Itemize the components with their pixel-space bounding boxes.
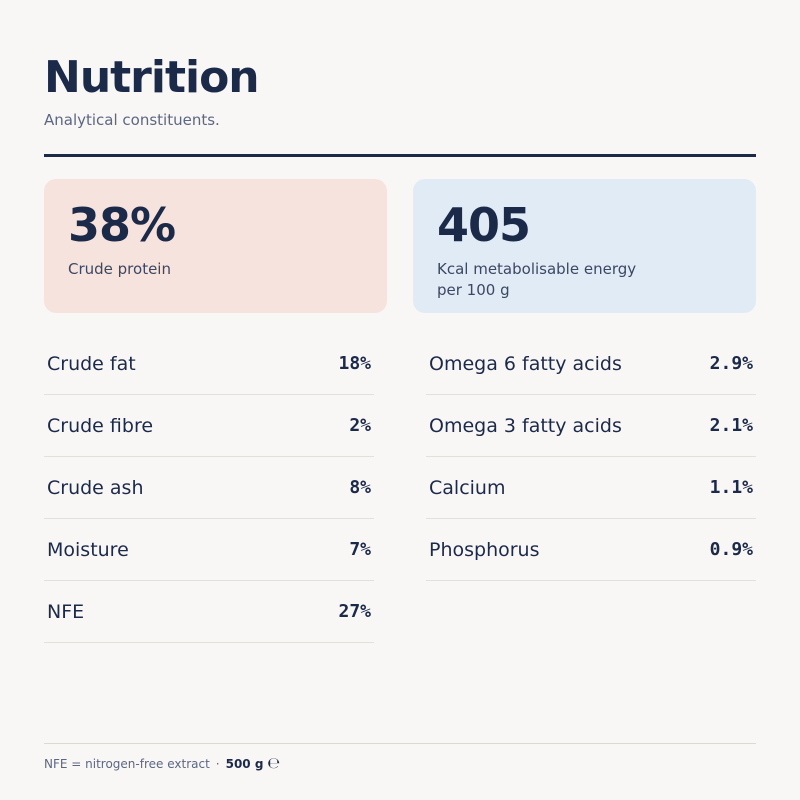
constituent-value: 2.1% xyxy=(709,415,753,436)
footer-separator: · xyxy=(215,757,220,771)
constituent-row: Crude fat 18% xyxy=(44,333,374,395)
constituent-row: NFE 27% xyxy=(44,581,374,643)
constituent-label: Omega 6 fatty acids xyxy=(429,352,622,375)
energy-label-line2: per 100 g xyxy=(437,281,510,299)
constituent-label: Calcium xyxy=(429,476,506,499)
header-divider xyxy=(44,154,756,157)
constituent-row: Calcium 1.1% xyxy=(426,457,756,519)
constituent-label: Crude ash xyxy=(47,476,144,499)
footer: NFE = nitrogen-free extract · 500 g ℮ xyxy=(44,754,280,773)
energy-value: 405 xyxy=(437,198,531,252)
constituent-value: 8% xyxy=(349,477,371,498)
constituent-value: 2% xyxy=(349,415,371,436)
constituent-label: Moisture xyxy=(47,538,129,561)
constituent-label: Crude fat xyxy=(47,352,136,375)
constituent-value: 27% xyxy=(338,601,371,622)
constituent-value: 2.9% xyxy=(709,353,753,374)
estimated-sign-icon: ℮ xyxy=(267,754,281,772)
constituent-value: 7% xyxy=(349,539,371,560)
constituent-label: Crude fibre xyxy=(47,414,154,437)
constituent-row: Moisture 7% xyxy=(44,519,374,581)
footer-divider xyxy=(44,743,756,744)
constituent-value: 0.9% xyxy=(709,539,753,560)
protein-value: 38% xyxy=(68,198,176,252)
constituent-value: 1.1% xyxy=(709,477,753,498)
constituent-value: 18% xyxy=(338,353,371,374)
constituent-row: Phosphorus 0.9% xyxy=(426,519,756,581)
constituent-row: Omega 6 fatty acids 2.9% xyxy=(426,333,756,395)
page-title: Nutrition xyxy=(44,52,260,103)
right-constituents-list: Omega 6 fatty acids 2.9% Omega 3 fatty a… xyxy=(426,333,756,581)
constituent-label: Phosphorus xyxy=(429,538,540,561)
constituent-row: Omega 3 fatty acids 2.1% xyxy=(426,395,756,457)
net-weight: 500 g xyxy=(225,757,264,771)
energy-card: 405 Kcal metabolisable energy per 100 g xyxy=(413,179,756,313)
constituent-row: Crude fibre 2% xyxy=(44,395,374,457)
constituent-label: NFE xyxy=(47,600,85,623)
protein-card: 38% Crude protein xyxy=(44,179,387,313)
left-constituents-list: Crude fat 18% Crude fibre 2% Crude ash 8… xyxy=(44,333,374,643)
page-subtitle: Analytical constituents. xyxy=(44,111,220,129)
energy-label-line1: Kcal metabolisable energy xyxy=(437,260,637,278)
energy-label: Kcal metabolisable energy per 100 g xyxy=(437,259,732,301)
constituent-label: Omega 3 fatty acids xyxy=(429,414,622,437)
footer-note: NFE = nitrogen-free extract xyxy=(44,757,210,771)
protein-label: Crude protein xyxy=(68,260,171,278)
constituent-row: Crude ash 8% xyxy=(44,457,374,519)
